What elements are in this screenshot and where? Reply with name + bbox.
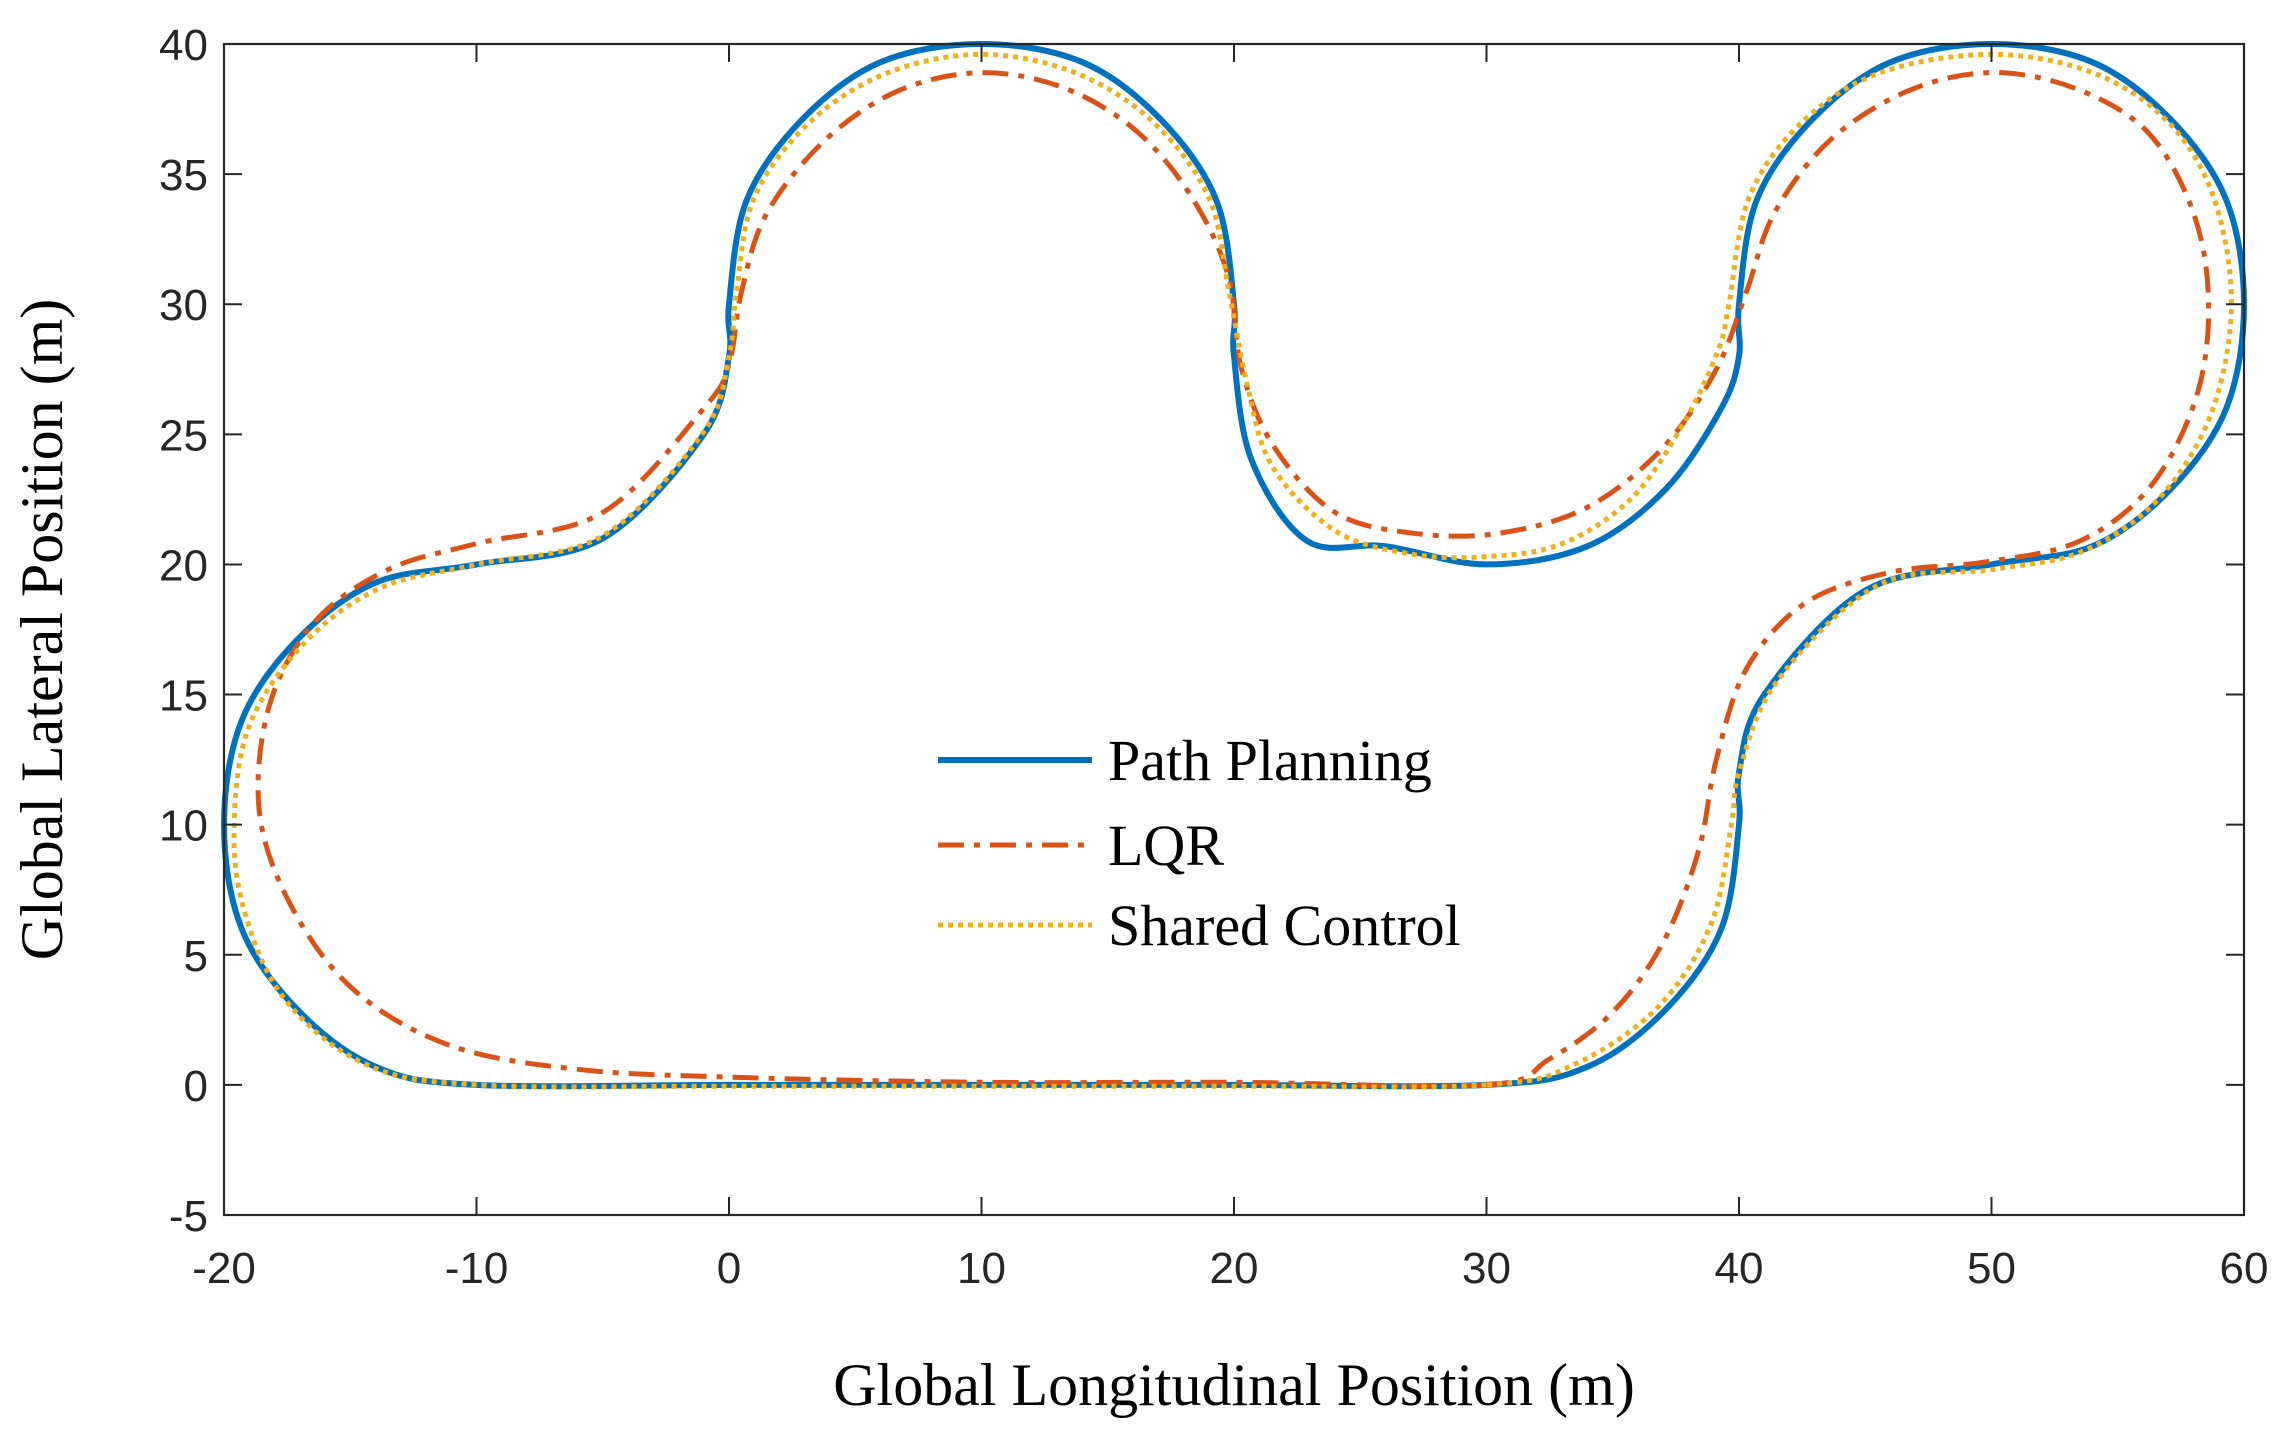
legend-label-shared-control: Shared Control: [1108, 893, 1461, 958]
series-layer: [221, 41, 2247, 1090]
y-tick-label: 5: [184, 932, 208, 981]
series-line-shared-control: [231, 51, 2234, 1090]
x-tick-label: 40: [1715, 1244, 1764, 1293]
x-axis-label: Global Longitudinal Position (m): [833, 1352, 1635, 1418]
x-tick-label: 50: [1967, 1244, 2016, 1293]
y-tick-label: 25: [159, 411, 208, 460]
x-tick-label: -10: [445, 1244, 509, 1293]
y-tick-label: 15: [159, 672, 208, 721]
y-tick-label: 35: [159, 151, 208, 200]
x-tick-label: 10: [957, 1244, 1006, 1293]
x-tick-label: 60: [2220, 1244, 2269, 1293]
y-tick-label: 30: [159, 281, 208, 330]
legend-label-path-planning: Path Planning: [1108, 728, 1432, 793]
legend-label-lqr: LQR: [1108, 813, 1224, 878]
y-axis-label: Global Lateral Position (m): [9, 299, 75, 961]
x-tick-label: 0: [717, 1244, 741, 1293]
y-tick-label: 0: [184, 1062, 208, 1111]
x-tick-label: 30: [1462, 1244, 1511, 1293]
y-tick-label: 10: [159, 802, 208, 851]
series-line-lqr: [255, 70, 2212, 1089]
x-tick-label: 20: [1210, 1244, 1259, 1293]
x-tick-label: -20: [192, 1244, 256, 1293]
y-tick-label: -5: [169, 1192, 208, 1241]
legend: Path Planning LQR Shared Control: [938, 728, 1461, 958]
y-tick-label: 40: [159, 21, 208, 70]
series-line-path-planning: [221, 41, 2247, 1090]
ticks-layer: -20 -10 0 10 20 30 40 50 60 -5 0 5 10 15 20 25 30 35 40: [159, 21, 2268, 1293]
y-tick-label: 20: [159, 541, 208, 590]
